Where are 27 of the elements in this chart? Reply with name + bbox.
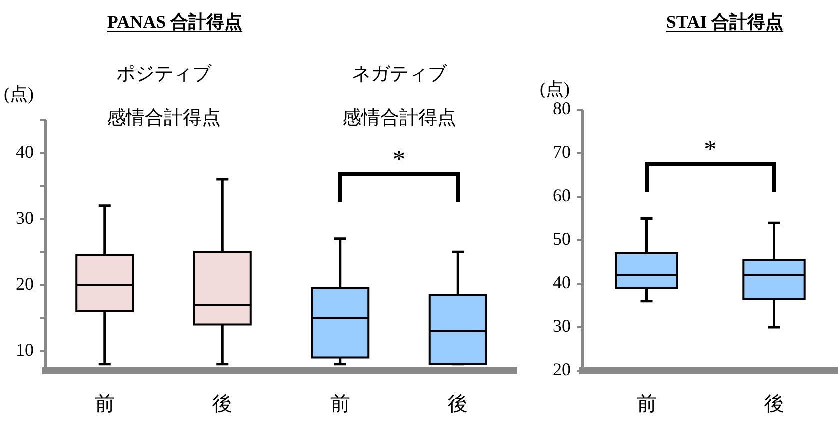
annotation: 感情合計得点 (342, 108, 456, 129)
chart-title: PANAS 合計得点 (107, 12, 243, 32)
y-axis-title: (点) (540, 79, 570, 99)
x-tick-label: 後 (448, 393, 468, 416)
text: ポジティブ (116, 64, 212, 85)
y-tick-label: 80 (553, 98, 571, 119)
x-tick-label: 後 (764, 393, 784, 416)
y-tick-label: 70 (553, 142, 571, 162)
annotation: 感情合計得点 (106, 108, 221, 129)
y-tick-label: 20 (16, 274, 34, 294)
y-axis-title: (点) (4, 84, 34, 104)
x-tick-label: 前 (636, 393, 657, 416)
y-tick-label: 10 (16, 340, 34, 360)
y-tick-label: 60 (553, 186, 571, 206)
y-tick-label: 30 (553, 316, 571, 336)
chart-title: STAI 合計得点 (666, 12, 784, 32)
text: ネガティブ (352, 64, 448, 85)
y-tick-label: 50 (553, 229, 571, 250)
annotation: * (704, 135, 717, 164)
y-tick-label: 40 (16, 142, 34, 162)
x-tick-label: 前 (94, 393, 115, 416)
x-tick-label: 後 (212, 393, 233, 416)
y-tick-label: 30 (16, 208, 34, 228)
x-tick-label: 前 (330, 393, 350, 416)
annotation: * (392, 145, 406, 174)
y-tick-label: 20 (553, 360, 571, 380)
y-tick-label: 40 (553, 272, 571, 293)
